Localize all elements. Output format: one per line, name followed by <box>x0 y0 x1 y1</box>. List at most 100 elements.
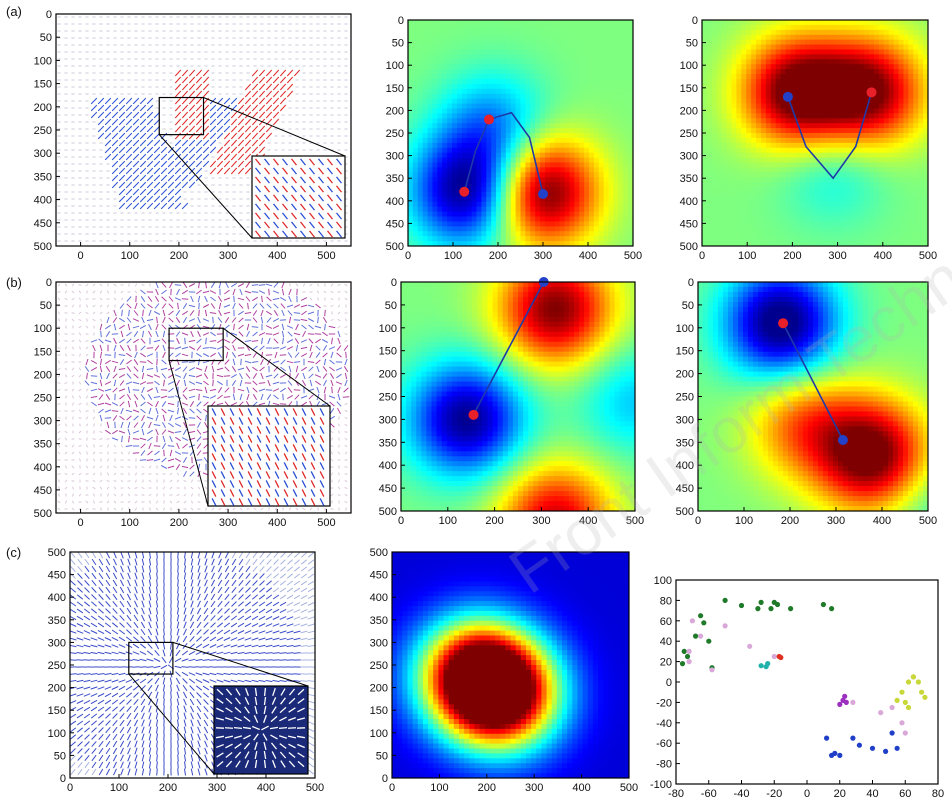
a1-arrow <box>258 83 266 91</box>
a2-heat-cell <box>427 20 434 26</box>
a2-heat-cell <box>481 221 487 227</box>
a2-ytick-label: 350 <box>386 173 404 185</box>
a3-heat-cell <box>795 142 801 149</box>
a2-heat-cell <box>569 187 575 193</box>
a2-heat-cell <box>412 231 419 237</box>
a3-heat-cell <box>854 74 860 80</box>
a2-heat-cell <box>471 78 478 85</box>
a1-arrow <box>230 125 238 133</box>
a2-heat-cell <box>535 133 541 139</box>
a3-heat-cell <box>711 108 718 114</box>
a2-heat-cell <box>603 39 610 46</box>
a2-heat-cell <box>584 98 590 105</box>
a1-inset-arrow <box>264 158 270 166</box>
a1-arrow <box>237 97 245 105</box>
a1-arrow <box>223 132 231 140</box>
a3-heat-cell <box>751 108 757 114</box>
a3-heat-cell <box>844 59 850 65</box>
a2-heat-cell <box>530 20 536 26</box>
a1-arrow <box>237 167 245 175</box>
a3-heat-cell <box>746 39 752 46</box>
a2-heat-cell <box>618 128 624 134</box>
a2-heat-cell <box>486 78 492 85</box>
a2-heat-cell <box>476 78 482 85</box>
a1-inset-arrow <box>318 158 324 166</box>
a3-heat-cell <box>883 113 890 119</box>
a2-heat-cell <box>559 133 566 139</box>
a3-heat-cell <box>805 44 811 51</box>
a2-heat-cell <box>574 29 580 36</box>
a3-heat-cell <box>844 157 850 164</box>
a3-heat-cell <box>741 69 747 75</box>
a3-heat-cell <box>859 113 865 119</box>
a2-heat-cell <box>422 226 429 232</box>
a1-arrow <box>209 146 217 154</box>
a1-inset-arrow <box>327 221 333 229</box>
a2-heat-cell <box>540 20 546 26</box>
a2-heat-cell <box>456 34 463 41</box>
a2-heat-cell <box>447 118 453 124</box>
a1-arrow <box>195 174 203 182</box>
a3-heat-cell <box>923 49 928 55</box>
a2-heat-cell <box>447 44 453 51</box>
a3-heat-cell <box>824 83 831 90</box>
a2-heat-cell <box>569 241 575 246</box>
a3-heat-cell <box>815 78 821 85</box>
a2-heat-cell <box>422 59 429 65</box>
a2-heat-cell <box>540 201 546 208</box>
a2-heat-cell <box>540 74 546 80</box>
a3-heat-cell <box>844 39 850 46</box>
a2-heat-cell <box>447 113 453 119</box>
a2-heat-cell <box>466 83 473 90</box>
a2-heat-cell <box>500 172 507 178</box>
a2-heat-cell <box>500 231 507 237</box>
a3-heat-cell <box>810 64 816 70</box>
a3-heat-cell <box>756 39 762 46</box>
a3-heat-cell <box>829 39 836 46</box>
a3-heat-cell <box>913 74 919 80</box>
a2-heat-cell <box>554 113 561 119</box>
a2-heat-cell <box>442 216 448 223</box>
a2-heat-cell <box>515 24 522 31</box>
a2-heat-cell <box>559 221 566 227</box>
a2-heat-cell <box>593 211 600 218</box>
a2-heat-cell <box>496 88 502 95</box>
a2-heat-cell <box>525 123 531 129</box>
a2-heat-cell <box>628 24 633 31</box>
a3-heat-cell <box>859 128 865 134</box>
a2-heat-cell <box>628 113 633 119</box>
a1-arrow <box>223 111 231 119</box>
a2-heat-cell <box>476 182 482 188</box>
a3-heat-cell <box>706 54 713 60</box>
a3-heat-cell <box>756 20 762 26</box>
a3-heat-cell <box>795 74 801 80</box>
a3-heat-cell <box>834 118 841 124</box>
a2-heat-cell <box>554 133 561 139</box>
a2-heat-cell <box>579 88 585 95</box>
a3-heat-cell <box>859 78 865 85</box>
a1-arrow <box>181 97 189 105</box>
a2-xtick-label: 100 <box>444 250 462 262</box>
a3-heat-cell <box>765 74 772 80</box>
a3-heat-cell <box>834 54 841 60</box>
a2-heat-cell <box>486 177 492 183</box>
a1-arrow <box>251 146 259 154</box>
a2-heat-cell <box>432 187 438 193</box>
a2-heat-cell <box>476 201 482 208</box>
a2-heat-cell <box>608 182 615 188</box>
a2-heat-cell <box>623 113 629 119</box>
a1-arrow <box>265 125 273 133</box>
a1-arrow <box>223 153 231 161</box>
a3-heat-cell <box>815 54 821 60</box>
a3-heat-cell <box>780 74 787 80</box>
a2-heat-cell <box>471 49 478 55</box>
a3-heat-cell <box>824 24 831 31</box>
a3-heat-cell <box>805 78 811 85</box>
a2-heat-cell <box>598 103 605 110</box>
a2-heat-cell <box>486 69 492 75</box>
a3-heat-cell <box>736 152 742 159</box>
a2-heat-cell <box>437 226 443 232</box>
a2-heat-cell <box>574 177 580 183</box>
a2-heat-cell <box>584 167 590 173</box>
a2-heat-cell <box>491 93 497 100</box>
